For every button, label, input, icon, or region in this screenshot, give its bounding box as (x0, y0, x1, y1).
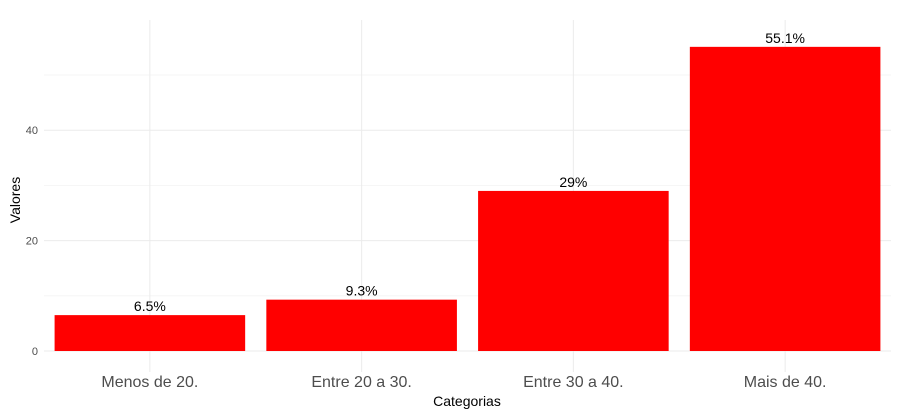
x-tick-label: Mais de 40. (744, 374, 827, 391)
x-axis-ticks: Menos de 20. Entre 20 a 30. Entre 30 a 40.… (101, 374, 826, 391)
bar-value-label: 29% (559, 174, 587, 190)
bar-value-label: 55.1% (765, 30, 805, 46)
bar-value-label: 9.3% (346, 283, 378, 299)
y-axis-ticks: 0 20 40 (26, 125, 38, 358)
bars (54, 46, 881, 352)
bar (478, 190, 669, 351)
bar (689, 46, 881, 352)
bar (266, 299, 457, 351)
data-labels: 6.5% 9.3% 29% 55.1% (134, 30, 805, 314)
y-axis-title: Valores (7, 177, 23, 223)
x-tick-label: Menos de 20. (101, 374, 198, 391)
y-tick-label: 20 (26, 236, 38, 248)
y-tick-label: 0 (32, 346, 38, 358)
y-tick-label: 40 (26, 125, 38, 137)
x-axis-title: Categorias (433, 393, 501, 409)
bar (54, 315, 246, 351)
bar-value-label: 6.5% (134, 298, 166, 314)
x-tick-label: Entre 20 a 30. (311, 374, 412, 391)
x-tick-label: Entre 30 a 40. (523, 374, 624, 391)
